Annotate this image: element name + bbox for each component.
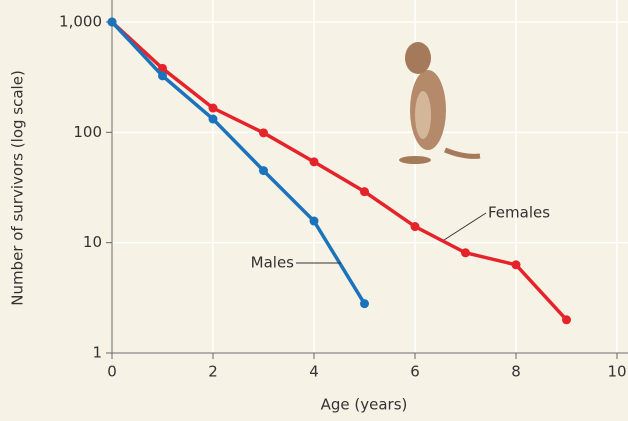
y-tick-label: 10 xyxy=(83,233,102,251)
x-tick-label: 8 xyxy=(511,363,521,381)
leader-line xyxy=(443,212,487,241)
data-point xyxy=(309,216,319,226)
data-point xyxy=(511,260,521,270)
animal-illustration xyxy=(399,42,481,164)
x-axis-label: Age (years) xyxy=(321,396,408,414)
data-point xyxy=(259,128,268,138)
data-point xyxy=(107,17,117,27)
x-tick-label: 4 xyxy=(309,363,319,381)
series-label: Males xyxy=(251,254,295,272)
data-point xyxy=(259,166,268,176)
data-point xyxy=(158,71,167,81)
y-tick-label: 100 xyxy=(73,123,102,141)
data-point xyxy=(208,114,218,124)
data-point xyxy=(410,222,420,232)
data-point xyxy=(309,157,319,167)
data-point xyxy=(461,248,470,258)
x-tick-label: 0 xyxy=(107,363,117,381)
data-point xyxy=(360,187,369,197)
data-point xyxy=(208,103,218,113)
y-axis-label: Number of survivors (log scale) xyxy=(9,70,27,306)
y-tick-label: 1,000 xyxy=(59,13,102,31)
series-line xyxy=(110,20,568,321)
x-tick-label: 10 xyxy=(607,363,626,381)
x-tick-label: 6 xyxy=(410,363,420,381)
data-point xyxy=(360,299,369,309)
data-point xyxy=(562,315,571,325)
series-line xyxy=(110,20,366,305)
y-tick-label: 1 xyxy=(92,344,102,362)
series-label: Females xyxy=(488,204,550,222)
data-point xyxy=(158,63,167,73)
x-tick-label: 2 xyxy=(208,363,218,381)
